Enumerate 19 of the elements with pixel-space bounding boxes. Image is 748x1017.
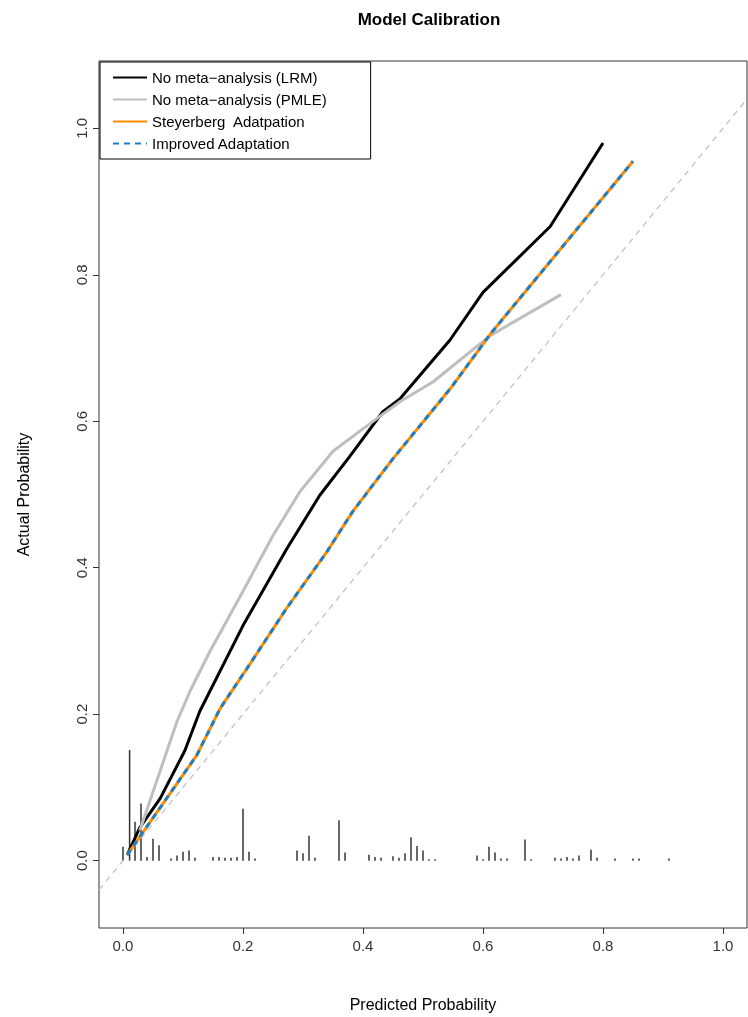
legend-label: Improved Adaptation <box>152 135 290 152</box>
y-tick-label: 0.0 <box>73 850 90 872</box>
x-axis-title: Predicted Probability <box>349 995 497 1013</box>
x-tick-label: 1.0 <box>712 937 734 954</box>
chart-title: Model Calibration <box>357 10 501 29</box>
y-tick-label: 0.6 <box>73 410 90 432</box>
legend-label: Steyerberg Adatpation <box>152 113 305 130</box>
legend-label: No meta−analysis (PMLE) <box>152 91 327 108</box>
y-tick-label: 0.4 <box>73 557 90 579</box>
y-tick-label: 0.8 <box>73 264 90 286</box>
x-tick-label: 0.6 <box>472 937 494 954</box>
x-tick-label: 0.4 <box>352 937 374 954</box>
x-tick-label: 0.0 <box>112 937 134 954</box>
x-tick-label: 0.2 <box>232 937 254 954</box>
y-tick-label: 1.0 <box>73 117 90 139</box>
y-axis-title: Actual Probability <box>14 432 32 557</box>
legend-label: No meta−analysis (LRM) <box>152 69 318 86</box>
x-tick-label: 0.8 <box>592 937 614 954</box>
y-tick-label: 0.2 <box>73 703 90 725</box>
